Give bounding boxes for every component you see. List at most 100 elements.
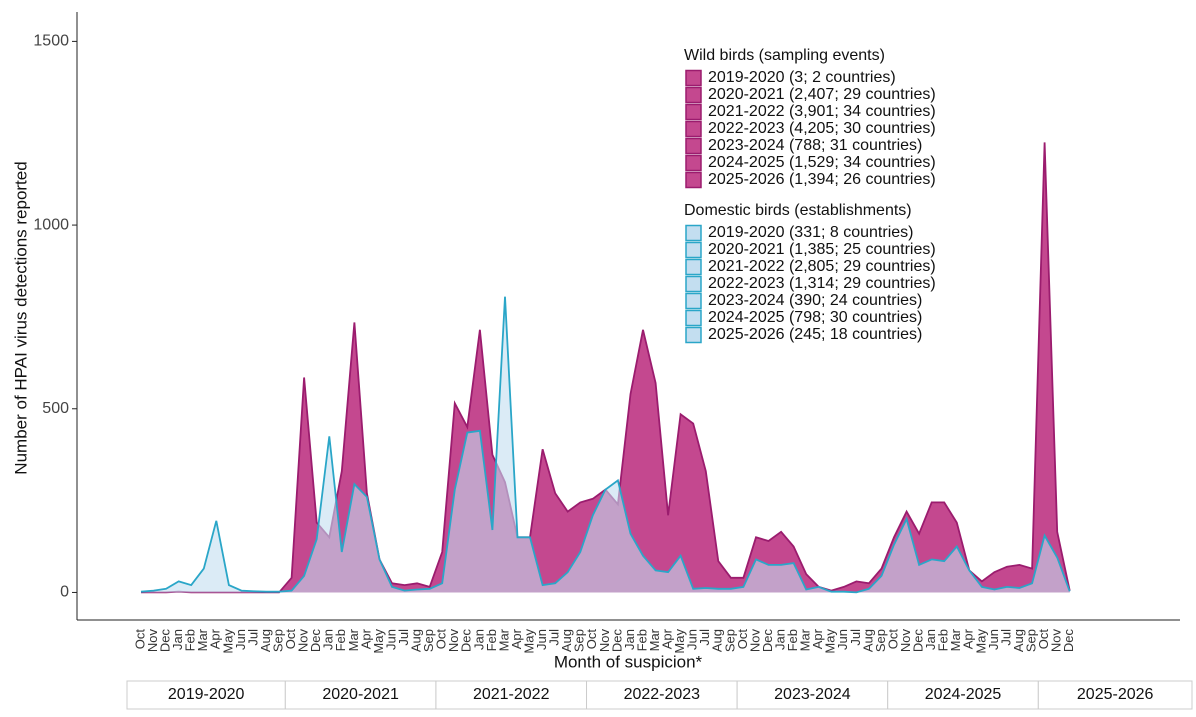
x-tick-label: Aug [559, 629, 574, 652]
x-tick-label: Nov [747, 629, 762, 653]
legend-label: 2020-2021 (1,385; 25 countries) [708, 241, 936, 258]
y-tick-label: 500 [42, 400, 69, 417]
x-tick-label: Feb [183, 629, 198, 651]
legend-label: 2019-2020 (331; 8 countries) [708, 224, 913, 241]
x-tick-label: Jan [321, 629, 336, 650]
legend-swatch [685, 103, 702, 121]
legend-label: 2020-2021 (2,407; 29 countries) [708, 86, 936, 103]
legend-label: 2021-2022 (2,805; 29 countries) [708, 258, 936, 275]
x-tick-label: Jun [986, 629, 1001, 650]
x-tick-label: Nov [446, 629, 461, 653]
x-tick-label: Dec [911, 629, 926, 653]
x-tick-label: Dec [1061, 629, 1076, 653]
x-tick-label: Apr [509, 628, 524, 649]
x-tick-label: Oct [885, 629, 900, 650]
season-box [435, 680, 588, 710]
x-tick-label: Jun [835, 629, 850, 650]
x-tick-label: Sep [1023, 629, 1038, 652]
x-tick-label: Jul [547, 629, 562, 646]
legend-swatch [685, 154, 702, 172]
x-tick-label: Oct [434, 629, 449, 650]
legend-swatch [685, 326, 702, 344]
legend-title: Domestic birds (establishments) [684, 202, 912, 219]
x-tick-label: Nov [1049, 629, 1064, 653]
x-axis-label: Month of suspicion* [554, 652, 703, 671]
legend-label: 2024-2025 (1,529; 34 countries) [708, 154, 936, 171]
legend-label: 2022-2023 (1,314; 29 countries) [708, 275, 936, 292]
x-tick-label: Jul [998, 629, 1013, 646]
line [140, 296, 1071, 594]
x-tick-label: May [823, 629, 838, 654]
x-tick-label: Feb [785, 629, 800, 651]
season-box [284, 680, 437, 710]
legend-swatch [685, 224, 702, 242]
x-tick-label: Feb [333, 629, 348, 651]
legend-label: 2023-2024 (390; 24 countries) [708, 292, 922, 309]
legend-swatch [685, 137, 702, 155]
x-tick-label: Apr [358, 628, 373, 649]
x-tick-label: May [521, 629, 536, 654]
x-tick-label: Mar [346, 628, 361, 651]
season-label: 2024-2025 [925, 686, 1002, 703]
x-tick-label: Jun [534, 629, 549, 650]
x-tick-label: Jan [622, 629, 637, 650]
x-tick-label: Sep [421, 629, 436, 652]
legend-swatch [685, 258, 702, 276]
x-tick-label: Sep [722, 629, 737, 652]
x-tick-label: Feb [484, 629, 499, 651]
legend-swatch [685, 171, 702, 189]
legend-label: 2025-2026 (245; 18 countries) [708, 326, 922, 343]
y-axis-label: Number of HPAI virus detections reported [11, 161, 30, 474]
x-tick-label: Sep [270, 629, 285, 652]
legend-swatch [685, 309, 702, 327]
legend-label: 2023-2024 (788; 31 countries) [708, 137, 922, 154]
x-tick-label: Jun [383, 629, 398, 650]
x-tick-label: Mar [948, 628, 963, 651]
legend-title: Wild birds (sampling events) [684, 47, 885, 64]
season-label: 2021-2022 [473, 686, 550, 703]
x-tick-label: Apr [660, 628, 675, 649]
x-tick-label: May [371, 629, 386, 654]
legend-label: 2025-2026 (1,394; 26 countries) [708, 171, 936, 188]
x-tick-label: Apr [961, 628, 976, 649]
x-tick-label: Nov [597, 629, 612, 653]
x-tick-label: Apr [810, 628, 825, 649]
season-box [736, 680, 889, 710]
x-tick-label: May [973, 629, 988, 654]
x-tick-label: Mar [798, 628, 813, 651]
legend-swatch [685, 241, 702, 259]
x-tick-label: Sep [873, 629, 888, 652]
x-tick-label: Aug [409, 629, 424, 652]
x-tick-label: Oct [584, 629, 599, 650]
x-tick-label: Aug [1011, 629, 1026, 652]
x-tick-label: Jun [233, 629, 248, 650]
season-label: 2022-2023 [624, 686, 701, 703]
x-tick-label: Jan [170, 629, 185, 650]
x-tick-label: Jun [685, 629, 700, 650]
x-tick-label: Nov [898, 629, 913, 653]
x-tick-label: Jan [471, 629, 486, 650]
x-tick-label: Aug [258, 629, 273, 652]
x-tick-label: May [220, 629, 235, 654]
legend-swatch [685, 69, 702, 87]
x-tick-label: Jul [245, 629, 260, 646]
x-tick-label: Oct [132, 629, 147, 650]
legend-swatch [685, 120, 702, 138]
legend-label: 2019-2020 (3; 2 countries) [708, 69, 896, 86]
y-tick-label: 1500 [33, 33, 69, 50]
season-label: 2025-2026 [1077, 686, 1154, 703]
season-label: 2023-2024 [774, 686, 851, 703]
season-box [887, 680, 1039, 710]
x-tick-label: Dec [609, 629, 624, 653]
x-tick-label: Feb [634, 629, 649, 651]
x-tick-label: Jul [848, 629, 863, 646]
legend-swatch [685, 86, 702, 104]
legend-swatch [685, 275, 702, 293]
x-tick-label: Dec [158, 629, 173, 653]
x-tick-label: Oct [1036, 629, 1051, 650]
x-tick-label: Dec [308, 629, 323, 653]
legend-label: 2024-2025 (798; 30 countries) [708, 309, 922, 326]
x-tick-label: Jul [396, 629, 411, 646]
x-tick-label: Dec [459, 629, 474, 653]
